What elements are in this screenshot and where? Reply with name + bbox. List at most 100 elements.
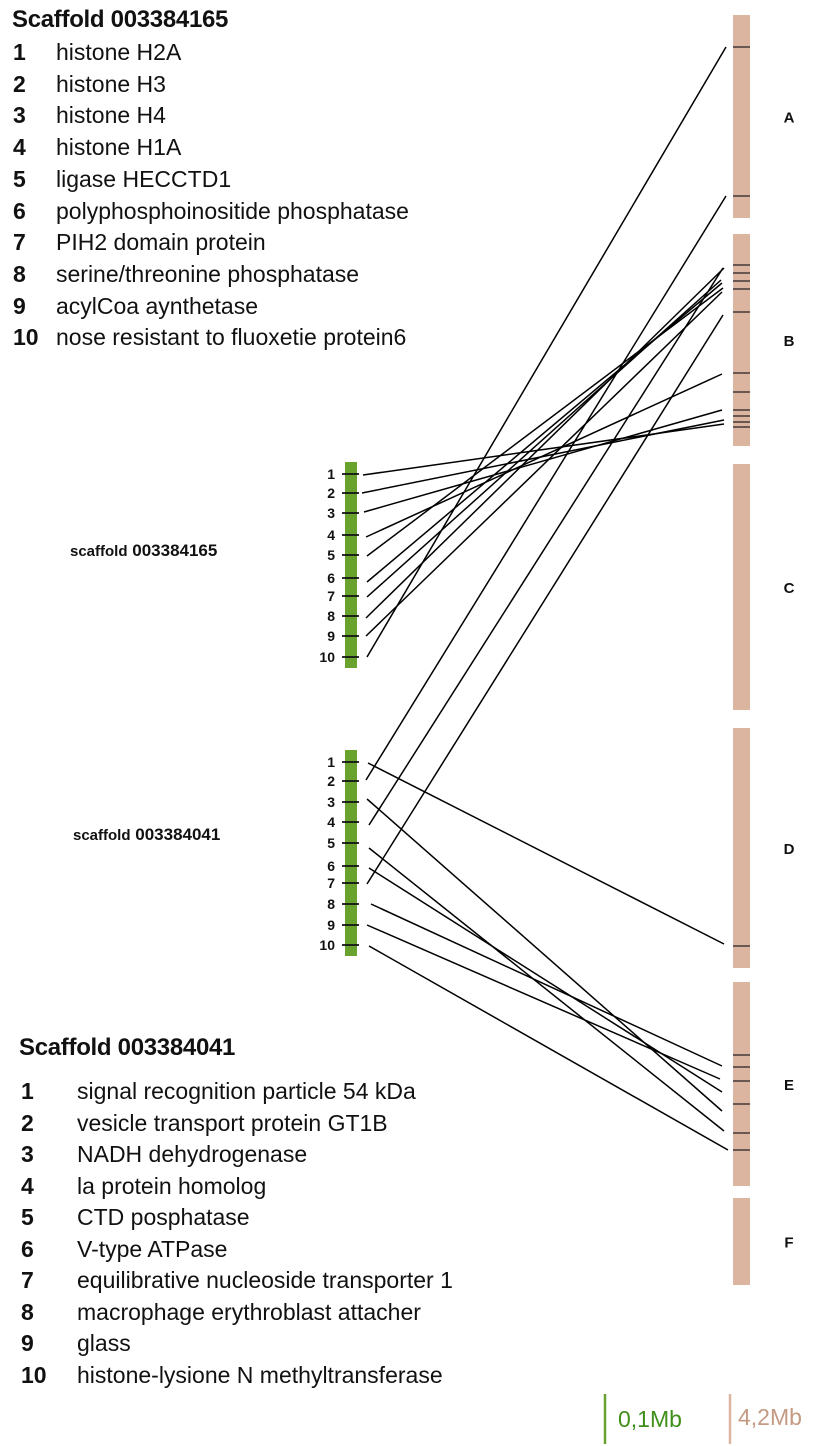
legend-item: 1 histone H2A [13,39,533,67]
scaffold-b-gene-number: 7 [327,875,335,891]
legend-item: 8 macrophage erythroblast attacher [21,1299,541,1327]
scaffold-b-gene-number: 6 [327,858,335,874]
chromosome-label: E [784,1077,794,1094]
scaffold-a-gene-number: 9 [327,628,335,644]
legend-item: 1 signal recognition particle 54 kDa [21,1078,541,1106]
legend-item-label: acylCoa aynthetase [56,292,259,319]
scaffold-a-gene-number: 8 [327,608,335,624]
legend-item-label: histone H3 [56,70,166,97]
synteny-link [366,287,724,557]
legend-title-id: 003384165 [110,6,229,33]
scaffold-label-id: 003384041 [135,825,221,844]
scaffold-a-gene-number: 3 [327,505,335,521]
legend-item-label: serine/threonine phosphatase [56,260,360,287]
legend-item-number: 4 [21,1172,34,1199]
legend-item: 5 CTD posphatase [21,1204,541,1232]
scale-bar-chromosome-label: 4,2Mb [738,1404,802,1430]
legend-item-label: polyphosphoinositide phosphatase [56,197,409,224]
chromosome-label: B [784,333,795,350]
legend-item-number: 9 [13,292,26,319]
scaffold-b-gene-number: 5 [327,835,335,851]
synteny-link [370,903,723,1067]
scaffold-a-gene-number: 2 [327,485,335,501]
legend-item-number: 8 [13,260,26,287]
scaffold-a-gene-number: 10 [319,649,335,665]
chromosome-bar-B [733,234,750,446]
chromosome-bar-F [733,1198,750,1285]
scaffold-a-gene-number: 7 [327,588,335,604]
scale-bar-scaffold-label: 0,1Mb [618,1406,682,1432]
legend-item-label: V-type ATPase [77,1235,228,1262]
scaffold-a-gene-number: 1 [327,466,335,482]
scaffold-label-id: 003384165 [132,541,218,560]
synteny-link [366,46,727,658]
legend-item-number: 7 [13,229,26,256]
legend-item-label: glass [77,1330,131,1356]
synteny-link [368,847,725,1132]
legend-item-number: 3 [21,1141,34,1167]
scaffold-b-gene-number: 3 [327,794,335,810]
legend-item: 2 histone H3 [13,71,533,99]
legend-item-label: signal recognition particle 54 kDa [77,1078,416,1104]
legend-item: 6 V-type ATPase [21,1236,541,1264]
chromosome-bar-E [733,982,750,1186]
legend-item: 10 histone-lysione N methyltransferase [21,1362,541,1390]
legend-item-label: la protein homolog [77,1172,267,1199]
scaffold-a-gene-number: 6 [327,570,335,586]
synteny-link [368,945,729,1151]
legend-item-number: 5 [13,165,26,192]
legend-item: 9 glass [21,1330,541,1358]
legend-item: 4 histone H1A [13,134,533,162]
legend-item-label: CTD posphatase [77,1204,250,1230]
legend-item: 2 vesicle transport protein GT1B [21,1110,541,1138]
legend-item-label: nose resistant to fluoxetie protein6 [56,324,407,351]
legend-item: 3 histone H4 [13,102,533,130]
legend-title-word: Scaffold [12,6,105,33]
legend-item-number: 3 [13,102,26,129]
legend-item-number: 9 [21,1330,34,1356]
synteny-link [366,314,724,885]
scaffold-a-label: scaffold 003384165 [70,541,217,561]
legend-item-number: 6 [21,1235,34,1262]
legend-item-label: vesicle transport protein GT1B [77,1109,388,1136]
legend-top-title: Scaffold 003384165 [12,6,228,34]
legend-item-label: NADH dehydrogenase [77,1141,308,1167]
chromosome-bar-D [733,728,750,968]
synteny-link [365,373,723,538]
synteny-link [365,195,727,781]
legend-title-word: Scaffold [19,1034,112,1061]
synteny-link [365,267,725,619]
scaffold-a-gene-number: 4 [327,527,335,543]
legend-item-label: histone H1A [56,134,182,161]
scaffold-label-word: scaffold [73,827,131,844]
chromosome-label: D [784,841,795,858]
legend-bottom-title: Scaffold 003384041 [19,1034,235,1062]
legend-item: 7 PIH2 domain protein [13,229,533,257]
scaffold-b-gene-number: 10 [319,937,335,953]
legend-item-number: 10 [21,1361,47,1388]
legend-item-number: 2 [21,1109,34,1136]
legend-item: 3 NADH dehydrogenase [21,1141,541,1169]
legend-item: 6 polyphosphoinositide phosphatase [13,198,533,226]
scaffold-b-label: scaffold 003384041 [73,825,220,845]
chromosome-label: C [784,580,795,597]
legend-item-number: 4 [13,134,26,161]
legend-item-label: equilibrative nucleoside transporter 1 [77,1267,453,1293]
chromosome-bar-A [733,15,750,218]
legend-item-label: ligase HECCTD1 [56,165,232,192]
legend-item: 7 equilibrative nucleoside transporter 1 [21,1267,541,1295]
chromosome-label: A [784,110,795,127]
legend-item: 5 ligase HECCTD1 [13,166,533,194]
legend-item: 10 nose resistant to fluoxetie protein6 [13,324,533,352]
legend-item-label: macrophage erythroblast attacher [77,1298,421,1325]
scaffold-b-gene-number: 1 [327,754,335,770]
legend-item-number: 7 [21,1267,34,1293]
legend-item: 4 la protein homolog [21,1173,541,1201]
synteny-link [363,409,723,513]
synteny-link [368,867,723,1093]
synteny-link [367,762,725,945]
scaffold-b-gene-number: 9 [327,917,335,933]
legend-item: 8 serine/threonine phosphatase [13,261,533,289]
scaffold-b-gene-number: 4 [327,814,335,830]
